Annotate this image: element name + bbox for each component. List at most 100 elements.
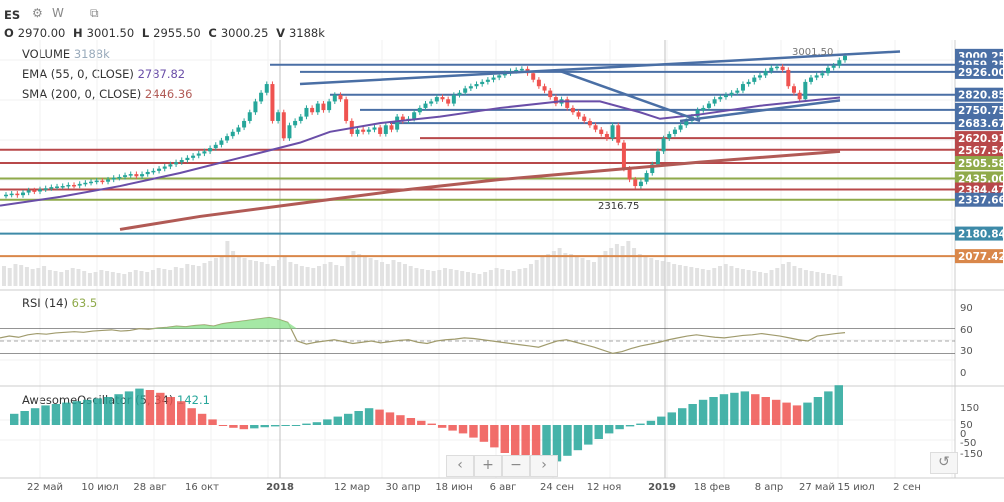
- high-value: 3001.50: [86, 26, 135, 40]
- candle-bull: [304, 107, 309, 117]
- sma-legend[interactable]: SMA (200, 0, CLOSE) 2446.36: [22, 87, 192, 101]
- candle-bull: [718, 97, 723, 100]
- zoom-in-button[interactable]: +: [474, 455, 502, 477]
- candle-bull: [429, 101, 434, 104]
- ao-bar-rising: [803, 402, 812, 425]
- rsi-legend[interactable]: RSI (14) 63.5: [22, 296, 97, 310]
- volume-bar: [826, 274, 831, 286]
- rsi-axis-label: 60: [960, 325, 973, 336]
- price-tag: [955, 116, 1003, 131]
- candle-bull: [123, 175, 128, 177]
- volume-bar: [666, 262, 671, 286]
- time-axis-label: 6 авг: [490, 482, 517, 493]
- ao-axis-label: 50: [960, 420, 973, 431]
- candle-bear: [553, 97, 558, 104]
- volume-bar: [477, 274, 482, 286]
- ao-legend-value: 142.1: [177, 393, 210, 407]
- trendline: [679, 99, 841, 123]
- ao-bar-rising: [323, 419, 332, 425]
- volume-bar: [786, 262, 791, 286]
- reset-chart-button[interactable]: ↺: [930, 452, 958, 474]
- candle-bull: [451, 94, 456, 104]
- volume-bar: [838, 276, 843, 286]
- candle-bear: [338, 94, 343, 100]
- rsi-axis-label: 90: [960, 303, 973, 314]
- volume-bar: [196, 266, 201, 286]
- ao-bar-rising: [625, 425, 635, 427]
- volume-bar: [145, 272, 150, 286]
- candle-bear: [15, 193, 20, 196]
- settings-icon[interactable]: ⚙: [32, 6, 43, 20]
- ao-bar-rising: [740, 391, 750, 425]
- volume-bar: [317, 266, 322, 286]
- candle-bull: [355, 129, 360, 134]
- volume-bar: [769, 270, 774, 286]
- candle-bull: [497, 75, 502, 78]
- ao-bar-rising: [834, 385, 843, 425]
- candle-bull: [661, 138, 666, 152]
- candle-bull: [276, 112, 281, 121]
- rsi-line: [0, 316, 846, 355]
- ao-bar-rising: [20, 411, 29, 425]
- symbol-label[interactable]: ES: [4, 8, 21, 22]
- scroll-right-button[interactable]: ›: [530, 455, 558, 477]
- volume-bar: [208, 261, 213, 286]
- volume-bar: [460, 271, 465, 286]
- scroll-left-button[interactable]: ‹: [446, 455, 474, 477]
- ohlc-legend: O 2970.00 H 3001.50 L 2955.50 C 3000.25 V 318…: [4, 26, 329, 40]
- candle-bull: [253, 101, 258, 113]
- candle-bull: [174, 162, 179, 165]
- ao-bar-rising: [604, 425, 614, 434]
- candle-bull: [372, 127, 377, 130]
- ao-bar-falling: [187, 408, 196, 425]
- ao-bar-rising: [302, 423, 311, 425]
- candle-bull: [752, 77, 757, 82]
- interval-w-icon[interactable]: W: [52, 6, 64, 20]
- candle-bull: [225, 136, 230, 141]
- candle-bull: [412, 112, 417, 119]
- ao-bar-falling: [792, 405, 802, 425]
- candle-bull: [162, 166, 167, 169]
- zoom-out-button[interactable]: −: [502, 455, 530, 477]
- ao-bar-rising: [688, 404, 697, 425]
- ao-bar-falling: [771, 399, 781, 425]
- time-axis-label: 12 ноя: [587, 482, 622, 493]
- candle-bear: [446, 99, 451, 104]
- ao-bar-rising: [730, 392, 739, 425]
- candle-bear: [565, 99, 570, 108]
- volume-legend[interactable]: VOLUME 3188k: [22, 47, 110, 61]
- volume-bar: [299, 266, 304, 286]
- volume-bar: [397, 262, 402, 286]
- candle-bear: [570, 107, 575, 113]
- volume-bar: [116, 273, 121, 286]
- candle-bull: [843, 55, 847, 61]
- ao-legend-label: AwesomeOscillator (5, 34): [22, 393, 174, 407]
- candle-bear: [548, 90, 553, 98]
- ao-bar-rising: [678, 408, 687, 425]
- ao-bar-falling: [751, 394, 760, 425]
- close-value: 3000.25: [220, 26, 269, 40]
- candle-bull: [463, 88, 468, 93]
- time-axis-label: 28 авг: [133, 482, 166, 493]
- volume-bar: [305, 267, 310, 286]
- volume-bar: [832, 275, 837, 286]
- ema-legend[interactable]: EMA (55, 0, CLOSE) 2787.82: [22, 67, 185, 81]
- candle-bear: [616, 125, 621, 143]
- volume-bar: [7, 268, 12, 286]
- candle-bull: [723, 94, 728, 98]
- candle-bull: [106, 179, 111, 182]
- ema-legend-value: 2787.82: [137, 67, 186, 81]
- candle-bull: [157, 168, 162, 171]
- volume-bar: [236, 256, 241, 286]
- volume-bar: [660, 261, 665, 286]
- compare-icon[interactable]: ⧉: [90, 6, 99, 20]
- price-tag-label: 2384.47: [958, 185, 1004, 197]
- sma-legend-label: SMA (200, 0, CLOSE): [22, 87, 142, 101]
- open-value: 2970.00: [17, 26, 66, 40]
- ao-legend[interactable]: AwesomeOscillator (5, 34) 142.1: [22, 393, 210, 407]
- open-label: O: [4, 26, 14, 40]
- volume-bar: [213, 258, 218, 286]
- volume-bar: [110, 272, 115, 286]
- candle-bull: [60, 186, 65, 188]
- volume-bar: [47, 270, 52, 286]
